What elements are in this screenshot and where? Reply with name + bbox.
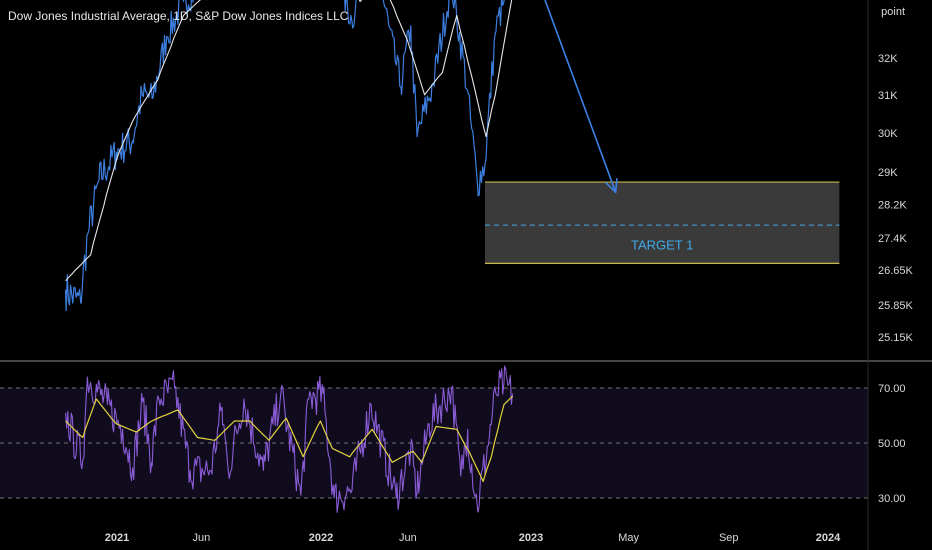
time-tick-label: May [618, 532, 639, 544]
time-tick-label: 2022 [309, 532, 333, 544]
unit-label: point [881, 6, 905, 18]
rsi-ma-line [65, 395, 514, 483]
rsi-line [65, 365, 514, 513]
time-tick-label: 2024 [816, 532, 841, 544]
rsi-tick-label: 30.00 [878, 493, 906, 505]
target-zone: TARGET 1 [484, 181, 840, 264]
rsi-tick-label: 50.00 [878, 438, 906, 450]
time-tick-label: Jun [193, 532, 211, 544]
time-tick-label: Sep [719, 532, 739, 544]
time-tick-label: 2023 [519, 532, 543, 544]
arrow-head [605, 178, 618, 194]
series-layer [65, 0, 514, 513]
price-tick-label: 27.4K [878, 233, 907, 245]
projection-arrow [544, 0, 618, 194]
price-tick-label: 29K [878, 167, 898, 179]
price-tick-label: 32K [878, 53, 898, 65]
chart-title: Dow Jones Industrial Average, 1D, S&P Do… [8, 9, 349, 23]
moving-average-line [65, 0, 513, 282]
price-tick-label: 26.65K [878, 265, 914, 277]
rsi-tick-label: 70.00 [878, 383, 906, 395]
rsi-band [0, 387, 868, 499]
price-tick-label: 31K [878, 90, 898, 102]
time-tick-label: Jun [399, 532, 417, 544]
price-tick-label: 25.15K [878, 332, 914, 344]
price-tick-label: 30K [878, 128, 898, 140]
target-zone-label: TARGET 1 [631, 237, 693, 252]
price-tick-label: 25.85K [878, 300, 914, 312]
time-tick-label: 2021 [105, 532, 129, 544]
price-tick-label: 28.2K [878, 199, 907, 211]
arrow-shaft [544, 0, 617, 193]
target-zone-box [484, 182, 840, 264]
